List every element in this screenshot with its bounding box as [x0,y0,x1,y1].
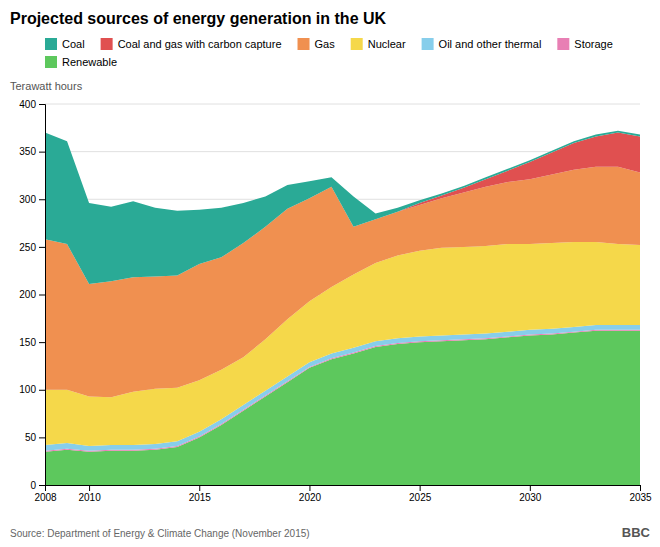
credit: BBC [622,525,651,540]
y-tick: 250 [19,242,45,253]
legend-item: Coal and gas with carbon capture [101,38,282,50]
legend-item: Gas [298,38,336,50]
legend-swatch [557,38,569,50]
grid-line [45,104,640,105]
y-tick: 400 [19,99,45,110]
x-tick: 2008 [34,485,57,503]
y-tick: 0 [30,480,45,491]
y-tick: 150 [19,337,45,348]
y-tick-label: 50 [25,432,37,443]
y-tick: 200 [19,289,45,300]
y-tick-mark [39,342,45,343]
x-tick-label: 2030 [519,492,542,503]
y-tick-label: 0 [30,480,36,491]
legend-label: Renewable [62,56,117,68]
legend-label: Oil and other thermal [439,38,542,50]
x-tick-label: 2025 [409,492,432,503]
y-tick-mark [39,199,45,200]
y-tick-label: 300 [19,194,36,205]
y-tick-mark [39,437,45,438]
legend-item: Renewable [45,56,117,68]
x-tick: 2010 [78,485,101,503]
x-tick-label: 2008 [34,492,57,503]
x-tick: 2020 [299,485,322,503]
x-tick-label: 2010 [78,492,101,503]
legend: Coal Coal and gas with carbon capture Gas N… [45,38,613,68]
legend-label: Storage [574,38,613,50]
title: Projected sources of energy generation i… [10,10,387,27]
y-tick-label: 200 [19,289,36,300]
y-tick-label: 350 [19,146,36,157]
x-tick-label: 2015 [189,492,212,503]
legend-item: Coal [45,38,85,50]
legend-label: Coal and gas with carbon capture [118,38,282,50]
legend-swatch [45,38,57,50]
y-tick-label: 100 [19,384,36,395]
plot: 2008 2010 2015 2020 2025 2030 2035 0 50 100 150 200… [19,99,652,503]
y-tick-mark [39,295,45,296]
legend-swatch [351,38,363,50]
x-tick-label: 2020 [299,492,322,503]
x-tick-mark [530,485,531,491]
y-tick-mark [39,247,45,248]
x-tick-mark [309,485,310,491]
y-tick-mark [39,390,45,391]
y-tick-mark [39,152,45,153]
x-tick: 2025 [409,485,432,503]
source: Source: Department of Energy & Climate C… [10,528,310,539]
legend-swatch [45,56,57,68]
y-tick-mark [39,485,45,486]
y-tick-mark [39,104,45,105]
x-tick-mark [420,485,421,491]
y-tick-label: 150 [19,337,36,348]
y-tick-label: 400 [19,99,36,110]
legend-swatch [422,38,434,50]
y-axis-line [39,105,46,486]
grid [45,104,640,485]
y-tick-label: 250 [19,242,36,253]
x-tick-label: 2035 [629,492,652,503]
x-tick: 2015 [189,485,212,503]
y-tick: 350 [19,146,45,157]
y-axis-title: Terawatt hours [10,80,83,92]
legend-swatch [101,38,113,50]
x-tick: 2035 [629,485,652,503]
x-axis: 2008 2010 2015 2020 2025 2030 2035 [34,485,652,503]
legend-label: Nuclear [368,38,406,50]
legend-swatch [298,38,310,50]
x-tick-mark [199,485,200,491]
x-tick: 2030 [519,485,542,503]
area [45,131,640,284]
chart: Projected sources of energy generation i… [0,0,660,547]
y-tick: 100 [19,384,45,395]
areas [45,131,640,485]
legend-item: Storage [557,38,613,50]
y-tick: 50 [25,432,45,443]
x-tick-mark [640,485,641,491]
legend-label: Gas [315,38,336,50]
x-tick-mark [89,485,90,491]
legend-item: Oil and other thermal [422,38,542,50]
x-axis-line [46,486,641,492]
y-tick: 300 [19,194,45,205]
legend-label: Coal [62,38,85,50]
y-axis: 0 50 100 150 200 250 300 350 400 [19,99,45,491]
legend-item: Nuclear [351,38,406,50]
